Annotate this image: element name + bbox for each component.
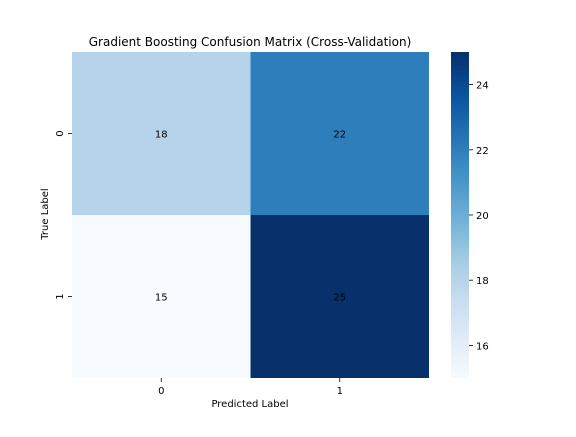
heatmap-cell-0-0 [72,52,251,215]
colorbar-tick-label: 22 [476,146,489,157]
y-tick-label: 0 [55,130,66,136]
heatmap-cell-1-0 [72,215,251,378]
x-tick-label: 1 [337,386,343,397]
colorbar-tick-label: 18 [476,276,489,287]
heatmap-cells [72,52,429,378]
colorbar-tick-label: 24 [476,81,489,92]
cell-labels: 18 22 15 25 [155,130,346,304]
cell-value-0-1: 22 [333,130,346,141]
colorbar [451,52,469,378]
cell-value-0-0: 18 [155,130,168,141]
cell-value-1-1: 25 [333,293,346,304]
chart-title: Gradient Boosting Confusion Matrix (Cros… [89,35,412,49]
cell-value-1-0: 15 [155,293,168,304]
colorbar-tick-label: 16 [476,341,489,352]
y-tick-label: 1 [55,293,66,299]
heatmap-cell-1-1 [250,215,429,378]
colorbar-tick-label: 20 [476,211,489,222]
colorbar-ticks: 16 18 20 22 24 [469,81,489,352]
heatmap-cell-0-1 [250,52,429,215]
x-axis-label: Predicted Label [211,399,288,410]
y-axis-label: True Label [40,188,51,240]
x-tick-label: 0 [158,386,164,397]
y-axis: 01 [55,130,72,300]
